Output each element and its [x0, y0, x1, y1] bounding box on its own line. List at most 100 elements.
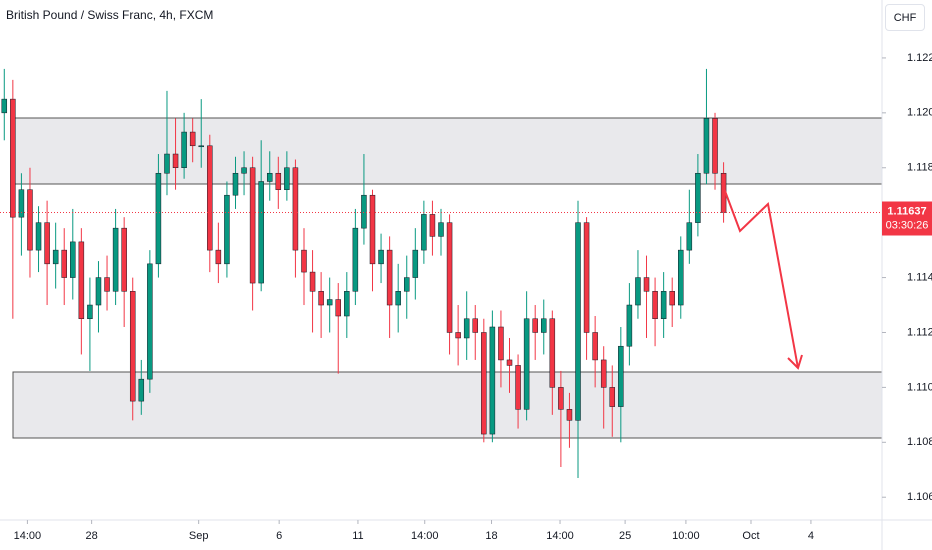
candle-body: [446, 222, 453, 333]
candle-body: [429, 214, 436, 237]
candle-body: [481, 332, 487, 435]
candle-body: [224, 194, 230, 265]
y-tick-label: 1.12200: [907, 52, 932, 64]
candle-body: [198, 145, 204, 148]
candle-body: [10, 98, 16, 218]
candle-body: [403, 277, 410, 292]
x-tick-label: Sep: [189, 530, 209, 542]
candle-body: [378, 249, 384, 265]
x-tick-label: 11: [352, 530, 363, 542]
candle-body: [155, 172, 162, 265]
candle-body: [232, 172, 239, 196]
candle-body: [309, 271, 316, 292]
candle-body: [138, 378, 145, 402]
x-tick-label: 18: [485, 530, 497, 542]
projection-arrow: [721, 182, 799, 369]
x-tick-label: 10:00: [672, 530, 700, 542]
candle-body: [44, 222, 50, 265]
candle-body: [472, 318, 479, 333]
currency-button[interactable]: CHF: [885, 4, 925, 31]
candle-body: [129, 291, 136, 402]
arrow-head: [787, 354, 803, 370]
x-tick-label: 4: [808, 530, 814, 542]
candle-body: [352, 227, 359, 292]
candle-body: [686, 222, 693, 251]
candle-body: [583, 222, 590, 333]
candle-body: [52, 249, 59, 265]
candle-body: [463, 318, 470, 339]
candle-body: [489, 326, 496, 435]
candle-body: [395, 291, 401, 306]
candle-body: [669, 291, 675, 306]
candle-body: [369, 194, 376, 265]
candle-body: [35, 222, 42, 251]
candle-body: [292, 167, 299, 251]
candle-body: [506, 359, 513, 366]
candle-body: [549, 318, 556, 388]
candle-body: [18, 189, 25, 218]
candle-body: [78, 241, 85, 320]
countdown: 03:30:26: [886, 219, 929, 231]
candle-body: [575, 222, 581, 421]
candle-body: [361, 194, 367, 229]
candle-body: [172, 153, 179, 169]
candle-body: [695, 172, 701, 223]
candle-body: [70, 241, 76, 278]
candle-body: [600, 359, 607, 388]
candle-body: [61, 249, 67, 278]
candle-body: [207, 145, 213, 251]
candle-body: [421, 214, 427, 251]
candle-body: [189, 131, 196, 147]
candles: [1, 68, 727, 478]
chart-title: British Pound / Swiss Franc, 4h, FXCM: [6, 8, 213, 22]
candle-body: [609, 387, 616, 407]
candle-body: [678, 249, 684, 306]
candle-body: [660, 291, 667, 320]
candle-body: [1, 98, 8, 114]
x-tick-label: 14:00: [14, 530, 42, 542]
candle-body: [703, 118, 710, 174]
candle-body: [438, 222, 444, 237]
candle-body: [181, 131, 187, 169]
candle-body: [386, 249, 393, 306]
support-zone: [12, 371, 883, 439]
candle-body: [523, 318, 530, 410]
candle-body: [592, 332, 598, 361]
candle-body: [95, 277, 102, 306]
candle-body: [249, 167, 256, 284]
y-tick-label: 1.12000: [907, 107, 932, 119]
candle-body: [558, 387, 564, 410]
y-tick-label: 1.10800: [907, 436, 932, 448]
candle-body: [566, 409, 573, 421]
candle-body: [618, 345, 624, 407]
y-tick-label: 1.10600: [907, 491, 932, 503]
candle-body: [121, 227, 127, 292]
y-tick-label: 1.11200: [907, 326, 932, 338]
last-price-tag: [882, 201, 932, 236]
candle-body: [326, 299, 333, 306]
candle-body: [284, 167, 290, 190]
candle-body: [532, 318, 538, 333]
candle-body: [335, 299, 341, 317]
candle-body: [275, 172, 282, 190]
candle-body: [635, 277, 641, 306]
candle-body: [301, 249, 307, 273]
candle-body: [498, 326, 504, 361]
candle-body: [712, 118, 718, 174]
candle-body: [241, 167, 247, 174]
candle-body: [412, 249, 419, 278]
candle-body: [643, 277, 650, 292]
resistance-zone: [12, 117, 883, 185]
y-tick-label: 1.11000: [907, 381, 932, 393]
candle-body: [147, 263, 153, 380]
candle-body: [87, 304, 93, 320]
x-tick-label: 28: [86, 530, 98, 542]
x-tick-label: 25: [619, 530, 631, 542]
candle-body: [541, 318, 547, 333]
candle-body: [515, 365, 521, 410]
candle-body: [258, 181, 264, 284]
x-tick-label: 14:00: [546, 530, 574, 542]
last-price-label: 1.11637: [887, 205, 926, 217]
